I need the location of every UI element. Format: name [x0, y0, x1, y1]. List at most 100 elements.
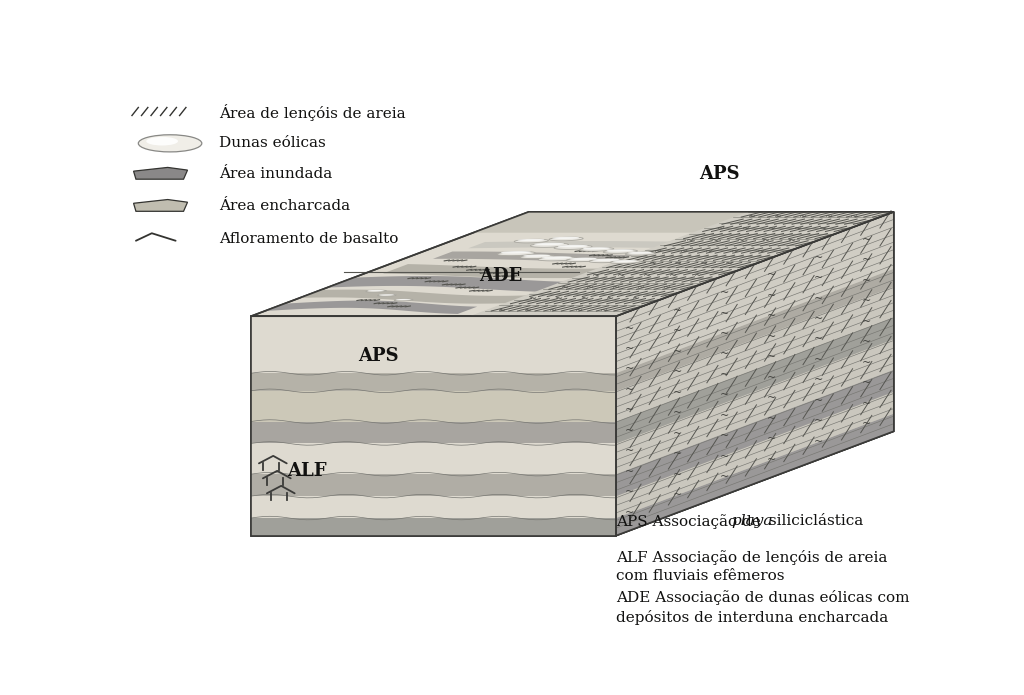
Text: ~: ~ — [673, 306, 682, 316]
Text: ~: ~ — [767, 434, 776, 444]
Text: ~: ~ — [529, 294, 538, 304]
Text: ~: ~ — [680, 247, 688, 257]
Text: ~: ~ — [814, 293, 823, 304]
Text: ~: ~ — [814, 437, 823, 447]
Text: ~: ~ — [814, 273, 823, 283]
Text: Área encharcada: Área encharcada — [219, 199, 350, 213]
Polygon shape — [552, 237, 580, 239]
Polygon shape — [520, 255, 554, 259]
Text: ~: ~ — [742, 224, 751, 234]
Polygon shape — [251, 431, 894, 536]
Text: ADE: ADE — [479, 267, 522, 285]
Text: ~: ~ — [617, 271, 626, 281]
Polygon shape — [523, 254, 550, 256]
Polygon shape — [535, 243, 564, 245]
Text: ~: ~ — [673, 490, 682, 500]
Text: ~: ~ — [674, 259, 682, 269]
Text: ~: ~ — [586, 282, 594, 293]
Text: ~: ~ — [626, 385, 635, 395]
Text: ~: ~ — [632, 294, 640, 304]
Text: ~: ~ — [861, 255, 870, 265]
Text: ~: ~ — [819, 224, 827, 234]
Text: ~: ~ — [814, 334, 823, 345]
Polygon shape — [265, 300, 477, 314]
Text: APS Associação de: APS Associação de — [616, 514, 766, 529]
Polygon shape — [554, 245, 592, 250]
Text: ~: ~ — [720, 411, 729, 421]
Polygon shape — [498, 252, 536, 256]
Text: ~: ~ — [673, 347, 682, 357]
Polygon shape — [616, 414, 894, 536]
Polygon shape — [616, 339, 894, 474]
Polygon shape — [470, 212, 894, 316]
Text: ~: ~ — [824, 212, 833, 222]
Text: Afloramento de basalto: Afloramento de basalto — [219, 231, 398, 245]
Polygon shape — [558, 245, 588, 247]
Polygon shape — [616, 392, 894, 518]
Text: ~: ~ — [774, 212, 781, 222]
Text: Área de lençóis de areia: Área de lençóis de areia — [219, 104, 406, 121]
Polygon shape — [616, 317, 894, 443]
Text: ~: ~ — [523, 306, 531, 316]
Text: ~: ~ — [720, 432, 729, 441]
Polygon shape — [610, 261, 641, 263]
Text: ~: ~ — [673, 388, 682, 398]
Text: ~: ~ — [757, 247, 765, 257]
Text: ~: ~ — [814, 396, 823, 406]
Text: ~: ~ — [648, 259, 656, 269]
Polygon shape — [468, 241, 756, 250]
Text: ~: ~ — [861, 235, 870, 245]
Polygon shape — [470, 212, 894, 316]
Text: ~: ~ — [637, 282, 645, 293]
Polygon shape — [616, 370, 894, 496]
Polygon shape — [616, 286, 894, 421]
Polygon shape — [589, 259, 624, 263]
Polygon shape — [383, 264, 654, 278]
Polygon shape — [542, 256, 571, 259]
Text: ~: ~ — [861, 399, 870, 409]
Polygon shape — [433, 252, 705, 263]
Polygon shape — [366, 290, 386, 292]
Text: ~: ~ — [498, 306, 506, 316]
Polygon shape — [251, 474, 616, 496]
Text: ~: ~ — [861, 419, 870, 429]
Text: playa: playa — [731, 514, 773, 528]
Text: ~: ~ — [720, 350, 729, 359]
Text: siliciclástica: siliciclástica — [765, 514, 863, 528]
Ellipse shape — [146, 137, 178, 145]
Text: ~: ~ — [626, 446, 635, 457]
Text: ADE Associação de dunas eólicas com
depósitos de interduna encharcada: ADE Associação de dunas eólicas com depó… — [616, 590, 909, 625]
Polygon shape — [583, 247, 609, 250]
Text: ~: ~ — [720, 370, 729, 380]
Text: ~: ~ — [626, 405, 635, 416]
Text: ~: ~ — [711, 236, 719, 245]
Text: ~: ~ — [814, 355, 823, 365]
Text: ~: ~ — [663, 282, 671, 293]
Polygon shape — [133, 167, 187, 179]
Text: ~: ~ — [767, 414, 776, 424]
Text: ALF: ALF — [287, 462, 327, 480]
Text: ~: ~ — [720, 452, 729, 462]
Text: ~: ~ — [699, 259, 708, 269]
Text: ~: ~ — [581, 294, 589, 304]
Text: ~: ~ — [762, 236, 770, 245]
Polygon shape — [613, 260, 637, 262]
Polygon shape — [628, 252, 652, 254]
Polygon shape — [616, 269, 894, 391]
Text: ~: ~ — [643, 271, 651, 281]
Polygon shape — [133, 199, 187, 211]
Polygon shape — [593, 259, 620, 261]
Text: Área inundada: Área inundada — [219, 167, 333, 181]
Text: ~: ~ — [720, 473, 729, 482]
Text: ~: ~ — [673, 367, 682, 377]
Text: ~: ~ — [861, 378, 870, 389]
Polygon shape — [251, 316, 616, 536]
Text: ~: ~ — [767, 373, 776, 383]
Polygon shape — [616, 212, 894, 373]
Text: ~: ~ — [592, 271, 600, 281]
Text: ~: ~ — [720, 391, 729, 400]
Polygon shape — [603, 250, 638, 253]
Text: ~: ~ — [720, 309, 729, 318]
Polygon shape — [251, 316, 616, 373]
Text: ~: ~ — [861, 276, 870, 286]
